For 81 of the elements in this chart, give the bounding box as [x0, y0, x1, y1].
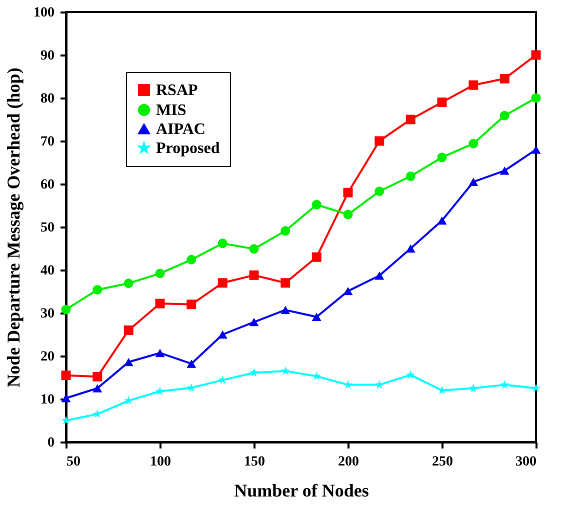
point [406, 370, 416, 379]
x-tick-label: 150 [244, 454, 265, 470]
point [218, 238, 228, 248]
point [155, 348, 165, 358]
point [343, 286, 353, 296]
point [280, 366, 290, 375]
y-tick-label: 70 [40, 134, 54, 150]
point [124, 278, 134, 288]
point [437, 152, 447, 162]
point [406, 172, 416, 181]
point [155, 298, 165, 308]
x-tick-label: 50 [66, 454, 80, 470]
point [374, 271, 384, 280]
point [500, 110, 510, 120]
y-tick-label: 100 [34, 6, 54, 20]
y-tick-label: 90 [40, 48, 54, 64]
y-tick-label: 0 [48, 436, 54, 450]
point [92, 409, 102, 418]
legend-label: MIS [156, 102, 186, 119]
point [500, 380, 510, 389]
point [249, 244, 259, 254]
point [155, 386, 165, 396]
point [186, 300, 196, 310]
point [249, 270, 259, 280]
point [468, 178, 478, 186]
point [312, 200, 322, 210]
point [468, 138, 478, 148]
y-tick-label: 80 [40, 92, 54, 106]
point [249, 318, 259, 326]
point [531, 50, 541, 60]
legend-label: RSAP [156, 82, 198, 99]
point [155, 268, 165, 278]
point [500, 74, 510, 84]
y-tick-label: 20 [40, 350, 54, 364]
point [280, 306, 290, 314]
y-axis-title: Node Departure Message Overhead (hop) [4, 68, 24, 388]
point [124, 325, 134, 335]
point [218, 278, 228, 288]
point [531, 145, 541, 154]
point [437, 386, 447, 394]
point [280, 226, 290, 236]
point [437, 98, 447, 108]
y-tick-label: 40 [40, 264, 54, 278]
legend-label: AIPAC [156, 121, 206, 138]
point [92, 285, 102, 295]
legend-label: Proposed [156, 140, 220, 157]
y-tick-label: 50 [40, 220, 54, 236]
point [312, 312, 322, 321]
y-tick-label: 10 [40, 392, 54, 408]
point [249, 368, 259, 377]
point [312, 252, 322, 262]
point [374, 136, 384, 146]
x-tick-label: 100 [150, 454, 171, 470]
point [406, 244, 416, 253]
x-axis-title: Number of Nodes [234, 480, 369, 500]
point [61, 304, 71, 314]
point [468, 384, 478, 392]
point [406, 114, 416, 124]
point [374, 186, 384, 196]
point [343, 188, 353, 198]
point [92, 384, 102, 392]
point [280, 278, 290, 288]
point [531, 93, 541, 103]
x-tick-label: 200 [338, 454, 359, 470]
point [218, 330, 228, 339]
point [61, 394, 71, 402]
point [437, 216, 447, 225]
point [186, 360, 196, 368]
point [531, 384, 541, 392]
y-tick-label: 30 [40, 306, 54, 322]
point [124, 358, 134, 366]
x-tick-label: 300 [516, 454, 536, 470]
y-tick-label: 60 [40, 178, 54, 192]
point [92, 372, 102, 382]
point [186, 254, 196, 264]
point [312, 371, 322, 380]
point [500, 166, 510, 175]
point [343, 210, 353, 220]
point [61, 370, 71, 380]
point [468, 80, 478, 90]
x-tick-label: 250 [432, 454, 453, 470]
